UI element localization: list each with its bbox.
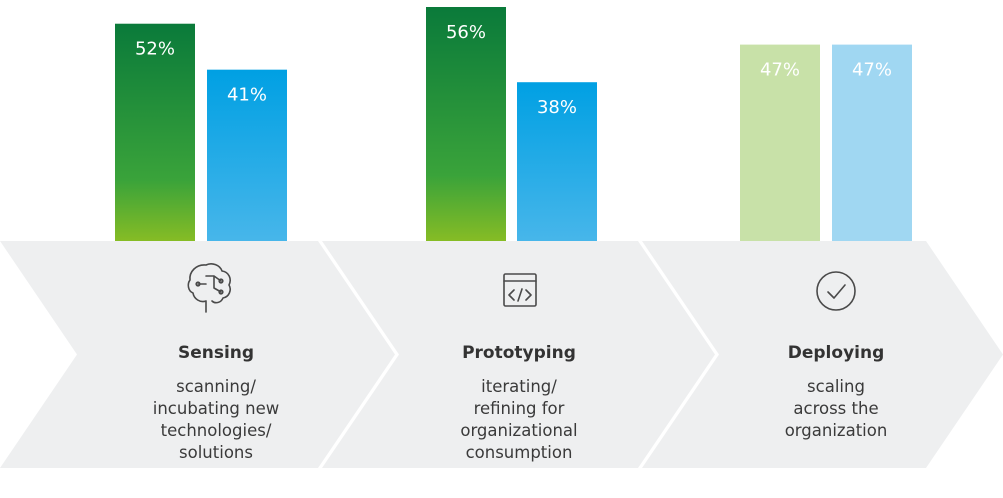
checkmark-circle-icon xyxy=(816,271,856,311)
bar-group: 52% 41% 56% 38% 47% 47% xyxy=(115,7,912,242)
stage-desc-line: scanning/ xyxy=(176,377,256,396)
stage-chevron xyxy=(642,241,1003,468)
stage-chevrons xyxy=(0,241,1003,468)
stage-chevron xyxy=(322,241,715,468)
bar-value-label: 47% xyxy=(852,60,892,81)
stage-title-deploying: Deploying xyxy=(788,343,885,363)
stage-title-prototyping: Prototyping xyxy=(462,343,576,363)
stage-prototyping: Prototyping iterating/ refining for orga… xyxy=(460,273,578,462)
stage-desc-line: iterating/ xyxy=(481,377,557,396)
stage-desc-line: incubating new xyxy=(153,399,280,418)
stage-chevron xyxy=(0,241,395,468)
bar-value-label: 56% xyxy=(446,22,486,43)
stage-title-sensing: Sensing xyxy=(178,343,254,363)
bar-prototyping-series-1 xyxy=(426,7,506,241)
stage-desc-line: consumption xyxy=(466,443,573,462)
code-window-icon xyxy=(503,273,537,307)
stage-deploying: Deploying scaling across the organizatio… xyxy=(785,271,888,440)
bar-value-label: 41% xyxy=(227,85,267,106)
stage-sensing: Sensing scanning/ incubating new technol… xyxy=(153,263,280,462)
bar-prototyping-series-2 xyxy=(517,82,597,241)
bar-value-label: 38% xyxy=(537,97,577,118)
stage-desc-line: refining for xyxy=(474,399,565,418)
stage-desc-line: across the xyxy=(793,399,878,418)
bar-deploying-series-1 xyxy=(740,44,820,241)
stage-desc-line: organizational xyxy=(460,421,577,440)
stage-desc-line: solutions xyxy=(179,443,253,462)
stage-desc-line: technologies/ xyxy=(161,421,272,440)
bar-deploying-series-2 xyxy=(832,44,912,241)
stage-desc-line: scaling xyxy=(807,377,865,396)
brain-icon xyxy=(187,263,231,313)
bar-value-label: 47% xyxy=(760,60,800,81)
stage-desc-line: organization xyxy=(785,421,888,440)
bar-sensing-series-2 xyxy=(207,69,287,241)
bar-sensing-series-1 xyxy=(115,23,195,242)
bar-value-label: 52% xyxy=(135,39,175,60)
